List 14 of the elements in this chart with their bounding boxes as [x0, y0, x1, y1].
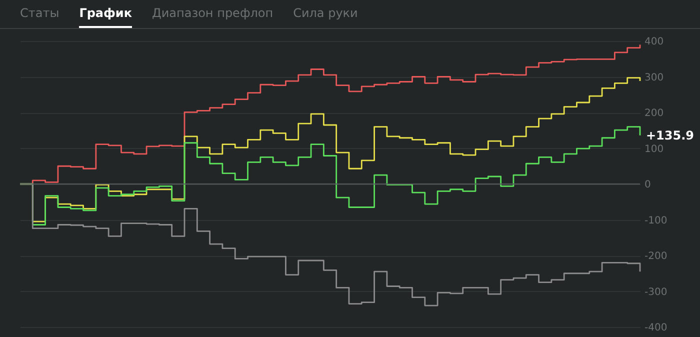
y-tick-label: 400	[644, 36, 664, 48]
y-tick-label: -200	[644, 251, 668, 262]
text: Сила руки	[293, 5, 358, 22]
text: +135.9	[646, 128, 694, 142]
text: Статы	[20, 5, 60, 22]
y-tick-label: -100	[644, 215, 668, 226]
y-tick-label: -400	[644, 322, 668, 334]
text: График	[79, 0, 132, 28]
y-tick-label: 200	[644, 108, 664, 119]
y-tick-label: -300	[644, 286, 668, 298]
y-tick-label: 0	[644, 180, 651, 190]
text: Диапазон префлоп	[152, 5, 274, 22]
y-tick-label: 100	[644, 144, 664, 155]
y-tick-label: 300	[644, 72, 664, 84]
